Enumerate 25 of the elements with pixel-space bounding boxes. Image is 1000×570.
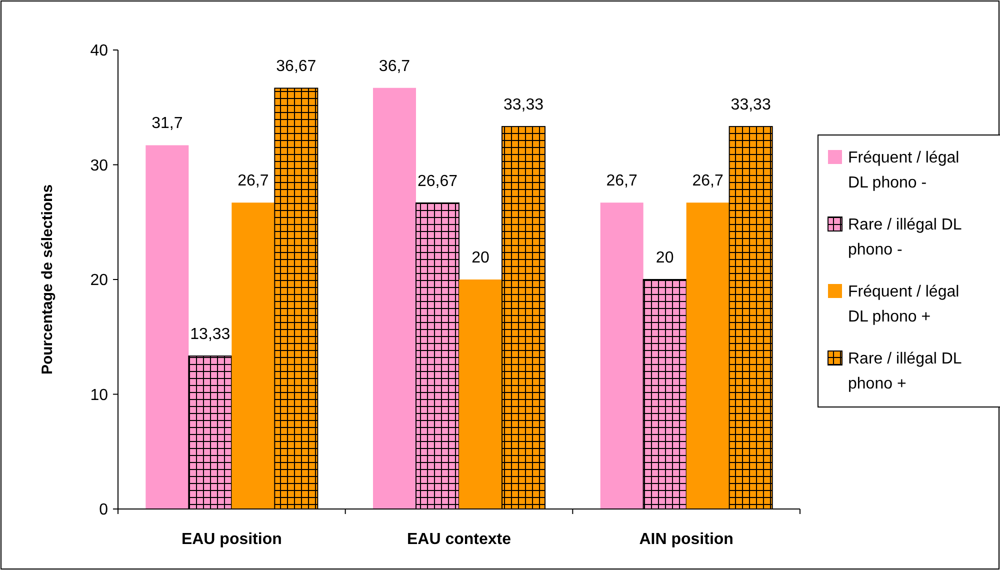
x-tick-label: EAU contexte (406, 531, 512, 548)
legend-label: Rare / illégal DL phono + (848, 350, 962, 392)
legend-label: Fréquent / légal DL phono - (848, 149, 960, 192)
legend-label: Fréquent / légal DL phono + (848, 283, 960, 326)
y-tick-label: 20 (90, 272, 108, 290)
x-tick-label: AIN position (639, 531, 734, 548)
data-label: 26,67 (417, 172, 458, 190)
legend-label: Rare / illégal DL phono - (848, 216, 962, 258)
data-label: 26,7 (606, 172, 638, 190)
y-axis-title: Pourcentage de sélections (39, 184, 56, 375)
x-tick-label: EAU position (181, 531, 282, 548)
data-label: 33,33 (503, 96, 544, 114)
data-label: 20 (656, 250, 674, 266)
y-tick-label: 40 (90, 42, 108, 60)
data-label: 26,7 (238, 172, 269, 190)
y-tick-label: 10 (90, 386, 108, 404)
data-label: 31,7 (152, 115, 183, 132)
data-label: 36,7 (378, 58, 410, 75)
data-label: 13,33 (190, 326, 230, 344)
y-tick-label: 0 (99, 502, 108, 519)
y-tick-label: 30 (90, 157, 108, 174)
data-label: 26,7 (692, 172, 724, 190)
data-label: 33,33 (730, 96, 771, 114)
data-label: 20 (472, 250, 490, 266)
data-label: 36,67 (276, 58, 316, 76)
